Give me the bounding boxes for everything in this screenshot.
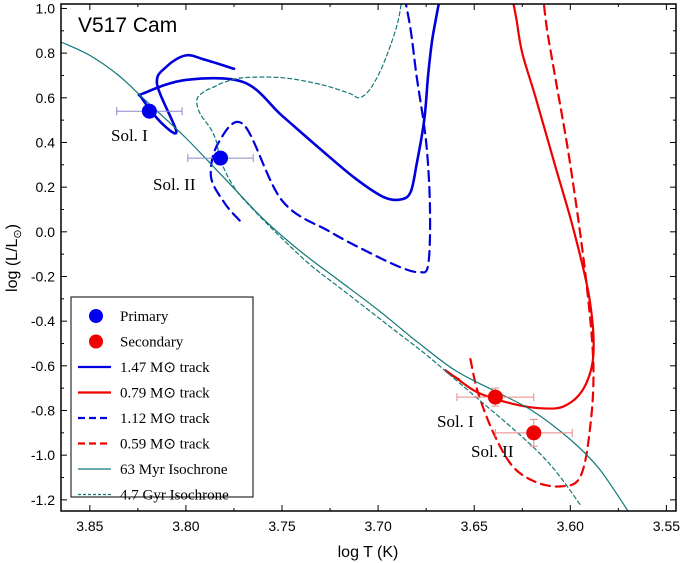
series-0-79-m-track: [444, 4, 595, 410]
point-marker: [141, 103, 157, 119]
plot-frame: [60, 3, 677, 512]
point-primary-sol-i: [116, 103, 183, 119]
series-1-47-m-track: [137, 4, 441, 202]
y-tick-label: -0.6: [31, 358, 55, 374]
legend-entries: Primary Secondary 1.47 M⊙ track 0.79 M⊙ tra…: [78, 309, 229, 504]
annotation-primary-sol-2: Sol. II: [153, 175, 196, 194]
point-secondary-sol-i: [456, 387, 535, 407]
y-tick-label: -1.0: [31, 447, 55, 463]
x-tick-label: 3.85: [76, 518, 103, 534]
y-axis-title-sub: ⊙: [12, 229, 24, 238]
legend-entry-1-47-m-track: 1.47 M⊙ track: [78, 360, 210, 376]
y-tick-label: -0.8: [31, 402, 55, 418]
legend: Primary Secondary 1.47 M⊙ track 0.79 M⊙ tra…: [70, 296, 254, 504]
y-axis-title-main: log (L/L: [4, 238, 21, 291]
legend-entry-primary: Primary: [89, 309, 169, 325]
series-1-12-m-track: [209, 4, 432, 274]
series-63-myr-isochrone: [61, 41, 629, 511]
x-tick-label: 3.60: [557, 518, 584, 534]
legend-swatch: [89, 334, 103, 349]
legend-entry-0-59-m-track: 0.59 M⊙ track: [78, 437, 210, 453]
ticks-layer: 3.85 3.80 3.75 3.70 3.65 3.60 3.55 -1.2 -1.0 -0.8…: [31, 0, 680, 534]
y-tick-label: 0.8: [36, 45, 56, 61]
y-tick-label: -0.4: [31, 313, 55, 329]
y-tick-label: 0.0: [36, 224, 56, 240]
x-tick-label: 3.55: [653, 518, 680, 534]
annotation-primary-sol-1: Sol. I: [111, 126, 148, 145]
y-tick-label: 0.6: [36, 90, 56, 106]
legend-entry-1-12-m-track: 1.12 M⊙ track: [78, 411, 210, 427]
legend-entry-4-7-gyr-isochrone: 4.7 Gyr Isochrone: [78, 488, 229, 504]
annotation-secondary-sol-2: Sol. II: [471, 442, 514, 461]
y-tick-label: 1.0: [36, 0, 56, 16]
y-tick-label: -0.2: [31, 268, 55, 284]
x-axis-title: log T (K): [338, 544, 399, 561]
legend-label: 4.7 Gyr Isochrone: [120, 488, 229, 504]
y-tick-label: 0.4: [36, 134, 56, 150]
legend-swatch: [89, 309, 103, 323]
y-axis-title: log (L/L⊙): [4, 224, 24, 292]
y-tick-label: -1.2: [31, 492, 55, 508]
legend-label: 1.47 M⊙ track: [120, 360, 210, 376]
legend-label: 1.12 M⊙ track: [120, 411, 210, 427]
legend-label: Secondary: [120, 335, 184, 351]
chart-title: V517 Cam: [78, 14, 177, 37]
legend-label: 63 Myr Isochrone: [120, 462, 228, 478]
legend-entry-63-myr-isochrone: 63 Myr Isochrone: [78, 462, 228, 478]
point-marker: [213, 150, 229, 166]
point-secondary-sol-ii: [494, 418, 573, 447]
point-primary-sol-ii: [187, 150, 254, 166]
points-layer: [116, 103, 573, 447]
series-4-7-gyr-isochrone: [196, 4, 581, 505]
x-tick-label: 3.65: [461, 518, 488, 534]
point-marker: [487, 389, 503, 405]
y-axis-title-tail: ): [4, 224, 21, 229]
series-layer: [61, 4, 629, 511]
legend-box: [70, 296, 254, 498]
x-tick-label: 3.75: [268, 518, 295, 534]
legend-label: 0.79 M⊙ track: [120, 386, 210, 402]
legend-label: Primary: [120, 309, 169, 325]
y-tick-label: 0.2: [36, 179, 56, 195]
annotation-secondary-sol-1: Sol. I: [437, 412, 474, 431]
legend-entry-secondary: Secondary: [89, 334, 184, 351]
x-tick-label: 3.70: [364, 518, 391, 534]
legend-label: 0.59 M⊙ track: [120, 437, 210, 453]
legend-entry-0-79-m-track: 0.79 M⊙ track: [78, 386, 210, 402]
point-marker: [526, 425, 542, 441]
x-tick-label: 3.80: [172, 518, 199, 534]
